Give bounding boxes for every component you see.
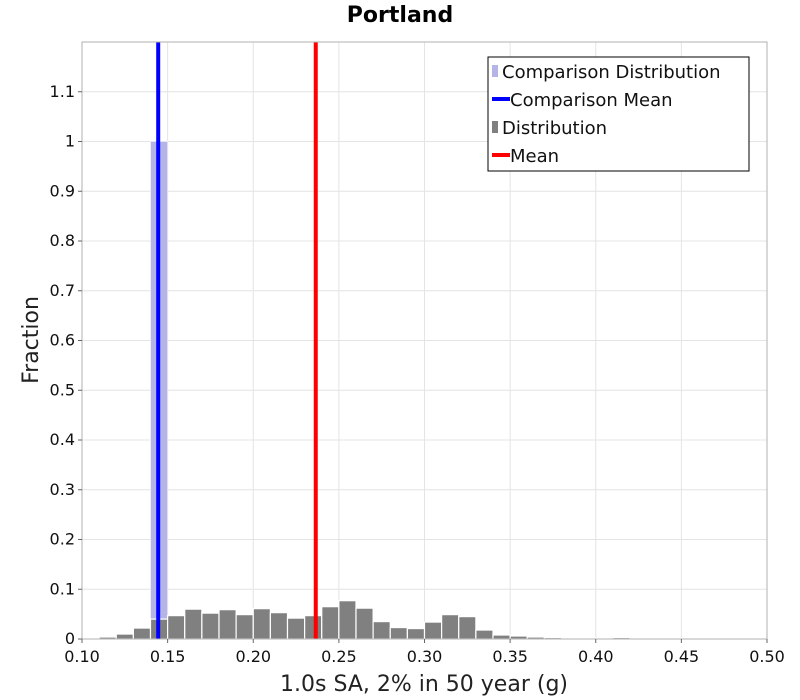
distribution-bar (132, 627, 152, 640)
y-tick-label: 0.7 (50, 281, 75, 300)
legend-swatch-distribution (492, 121, 498, 133)
mean-lines (156, 42, 318, 639)
x-tick-label: 0.20 (235, 647, 271, 666)
distribution-bar (269, 612, 289, 640)
distribution-bar (441, 614, 460, 640)
distribution-bar (321, 606, 340, 640)
distribution-bar (115, 633, 134, 640)
distribution-bar (338, 600, 357, 640)
x-tick-label: 0.35 (492, 647, 528, 666)
distribution-bar (475, 629, 494, 640)
x-axis-label: 1.0s SA, 2% in 50 year (g) (280, 672, 568, 697)
legend-label-distribution: Distribution (502, 118, 607, 139)
y-axis-ticks: 0 0.1 0.2 0.3 0.4 0.5 0.6 0.7 0.8 0.9 1 1.1 (50, 82, 82, 648)
y-tick-label: 1 (65, 132, 75, 151)
x-tick-label: 0.50 (749, 647, 785, 666)
distribution-bar (458, 616, 477, 640)
x-tick-label: 0.10 (64, 647, 100, 666)
legend-label-mean: Mean (510, 146, 559, 167)
distribution-bar (372, 620, 391, 640)
distribution-bar (235, 614, 254, 640)
y-axis-label: Fraction (19, 296, 44, 384)
y-tick-label: 0.3 (50, 480, 75, 499)
y-tick-label: 0.5 (50, 380, 75, 399)
distribution-bar (492, 634, 511, 640)
x-tick-label: 0.30 (407, 647, 443, 666)
distribution-bar (423, 621, 443, 640)
distribution-bar (218, 609, 237, 640)
x-tick-label: 0.25 (321, 647, 357, 666)
y-tick-label: 0.4 (50, 430, 75, 449)
distribution-bar (167, 615, 186, 640)
legend-label-comparison-distribution: Comparison Distribution (502, 62, 721, 83)
y-tick-label: 0 (65, 629, 75, 648)
x-axis-ticks: 0.10 0.15 0.20 0.25 0.30 0.35 0.40 0.45 0.50 (64, 639, 785, 666)
distribution-bar (184, 608, 203, 640)
y-tick-label: 1.1 (50, 82, 75, 101)
legend-label-comparison-mean: Comparison Mean (510, 90, 673, 111)
distribution-bar (201, 612, 220, 640)
distribution-bar (304, 615, 323, 640)
y-tick-label: 0.1 (50, 579, 75, 598)
x-tick-label: 0.40 (578, 647, 614, 666)
distribution-bar (286, 617, 306, 640)
legend-swatch-comparison-distribution (492, 65, 498, 77)
y-tick-label: 0.9 (50, 181, 75, 200)
distribution-bar (389, 626, 408, 640)
chart-title: Portland (347, 3, 453, 28)
distribution-bar (406, 627, 426, 640)
distribution-bar (252, 608, 271, 640)
legend: Comparison Distribution Comparison Mean Di… (487, 56, 750, 172)
y-tick-label: 0.8 (50, 231, 75, 250)
distribution-bar (355, 607, 374, 640)
x-tick-label: 0.45 (664, 647, 700, 666)
y-tick-label: 0.6 (50, 331, 75, 350)
legend-box (487, 56, 750, 172)
x-tick-label: 0.15 (150, 647, 186, 666)
y-tick-label: 0.2 (50, 530, 75, 549)
